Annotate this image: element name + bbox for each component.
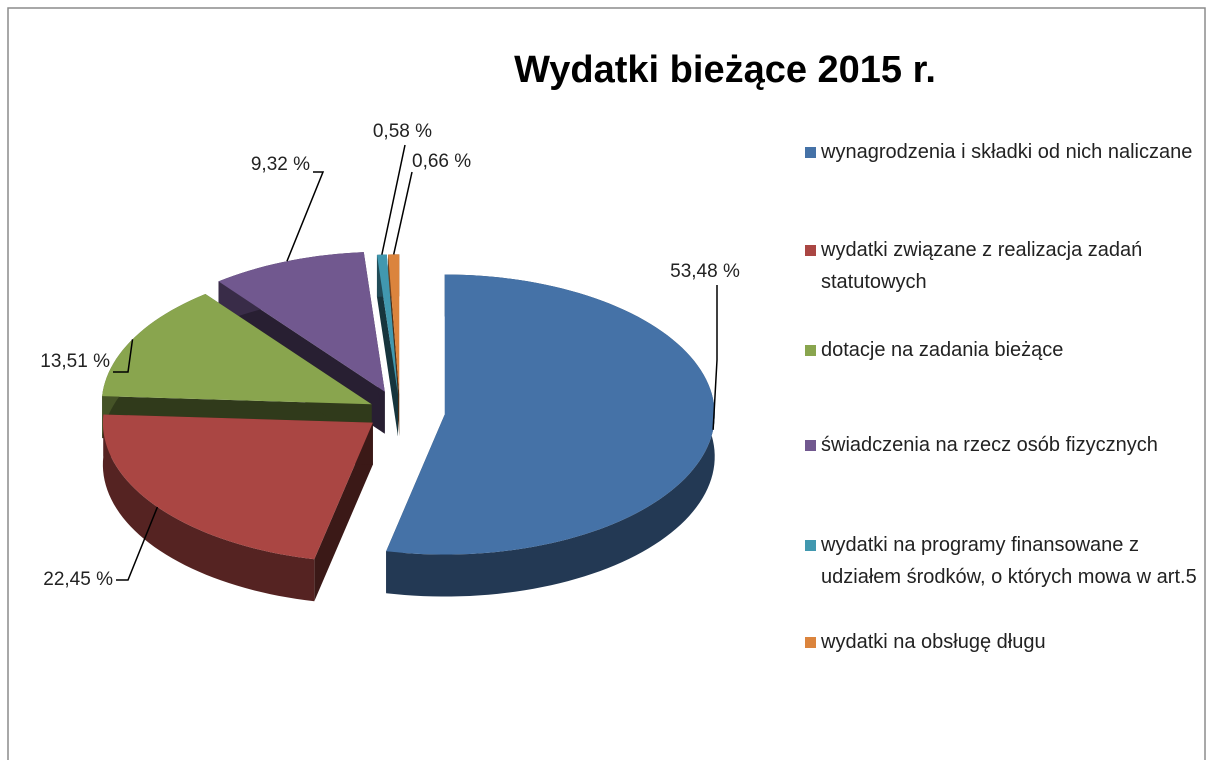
legend-label: wydatki na programy finansowane z udział… bbox=[821, 534, 1197, 588]
chart-title: Wydatki bieżące 2015 r. bbox=[514, 49, 936, 91]
slice-wall bbox=[102, 414, 315, 602]
data-label: 13,51 % bbox=[40, 351, 110, 372]
slice-top bbox=[218, 252, 385, 392]
legend-item: dotacje na zadania bieżące bbox=[805, 334, 1200, 366]
legend-label: dotacje na zadania bieżące bbox=[821, 339, 1064, 361]
data-label: 53,48 % bbox=[670, 261, 740, 282]
slice-top bbox=[102, 414, 373, 560]
legend-label: wydatki związane z realizacja zadań stat… bbox=[821, 239, 1143, 293]
legend-swatch bbox=[805, 345, 816, 356]
legend-swatch bbox=[805, 440, 816, 451]
leader-line bbox=[116, 506, 159, 581]
legend-swatch bbox=[805, 540, 816, 551]
leader-line bbox=[381, 144, 406, 255]
slice bbox=[102, 414, 373, 602]
legend-label: wydatki na obsługę długu bbox=[821, 631, 1046, 653]
legend-item: wydatki na programy finansowane z udział… bbox=[805, 529, 1200, 593]
legend-label: wynagrodzenia i składki od nich naliczan… bbox=[821, 141, 1193, 163]
data-label: 0,66 % bbox=[412, 151, 471, 172]
legend-item: wynagrodzenia i składki od nich naliczan… bbox=[805, 136, 1200, 168]
slice-top bbox=[376, 254, 398, 395]
legend-swatch bbox=[805, 637, 816, 648]
data-label: 22,45 % bbox=[43, 569, 113, 590]
data-label: 0,58 % bbox=[373, 121, 432, 142]
chart-border bbox=[7, 7, 1206, 760]
legend-swatch bbox=[805, 147, 816, 158]
legend-label: świadczenia na rzecz osób fizycznych bbox=[821, 434, 1158, 456]
slice bbox=[376, 254, 398, 437]
slice-side bbox=[376, 254, 398, 437]
slice bbox=[386, 274, 715, 597]
leader-line bbox=[113, 339, 134, 373]
slice-side bbox=[314, 422, 373, 602]
data-label: 9,32 % bbox=[251, 154, 310, 175]
legend-item: wydatki związane z realizacja zadań stat… bbox=[805, 234, 1200, 298]
slice-top bbox=[102, 293, 372, 405]
leader-line bbox=[392, 171, 413, 255]
leader-line bbox=[712, 285, 718, 430]
legend-item: świadczenia na rzecz osób fizycznych bbox=[805, 429, 1200, 461]
slice-top bbox=[386, 274, 715, 555]
slice-top bbox=[388, 254, 400, 395]
legend-item: wydatki na obsługę długu bbox=[805, 626, 1200, 658]
leader-line bbox=[286, 171, 325, 262]
legend-swatch bbox=[805, 245, 816, 256]
